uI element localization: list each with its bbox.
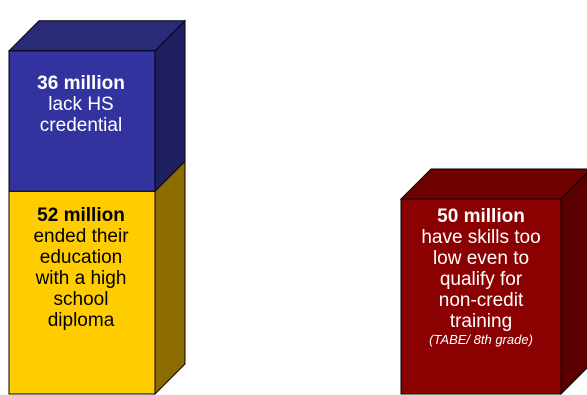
text-line: low even to — [432, 248, 530, 269]
segment-36-million-top — [7, 20, 187, 52]
text-line: with a high — [35, 268, 127, 289]
text-line: training — [449, 311, 513, 332]
amount-52-million: 52 million — [37, 205, 125, 226]
text-line: have skills too — [421, 227, 541, 248]
text-line: education — [39, 247, 123, 268]
text-line: diploma — [47, 310, 115, 331]
text-line: non-credit — [438, 290, 524, 311]
label-skills-too-low: 50 million have skills too low even to q… — [403, 206, 559, 347]
text-line: school — [53, 289, 109, 310]
amount-36-million: 36 million — [37, 73, 125, 94]
segment-52-million-side — [154, 159, 186, 395]
label-hs-diploma: 52 million ended their education with a … — [12, 205, 150, 331]
text-line: credential — [39, 115, 123, 136]
label-lack-hs-credential: 36 million lack HS credential — [12, 73, 150, 136]
amount-50-million: 50 million — [437, 206, 525, 227]
segment-50-million-side — [560, 172, 587, 395]
text-line: qualify for — [439, 269, 523, 290]
text-line: lack HS — [48, 94, 114, 115]
segment-50-million-top — [399, 168, 587, 200]
text-line: ended their — [33, 226, 129, 247]
tabe-note: (TABE/ 8th grade) — [429, 332, 533, 347]
